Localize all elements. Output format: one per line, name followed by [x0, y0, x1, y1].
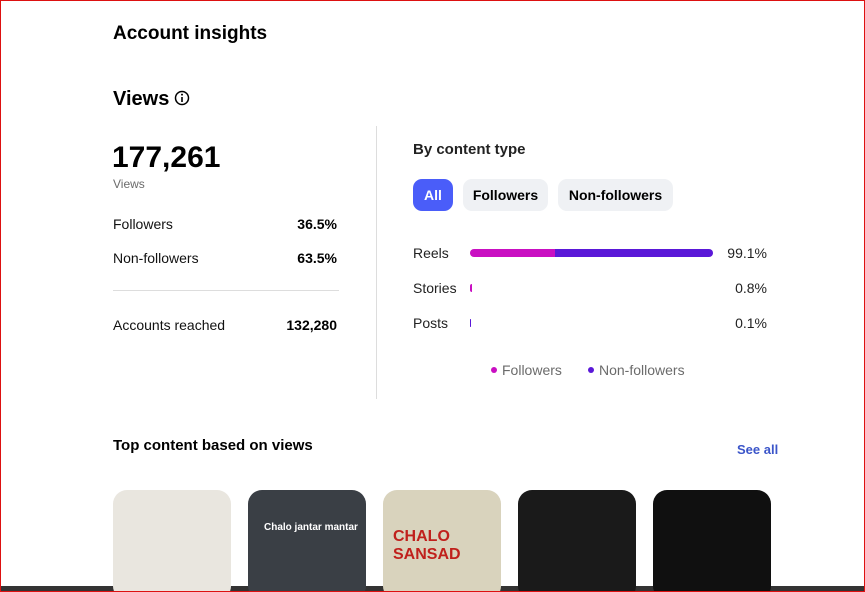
bar-segment [555, 249, 713, 257]
legend-dot [588, 367, 594, 373]
row-label: Followers [113, 216, 173, 232]
views-title: Views [113, 88, 170, 110]
row-label: Non-followers [113, 250, 199, 266]
bar-segment [470, 284, 472, 292]
column-divider [376, 126, 377, 399]
views-total-label: Views [113, 177, 145, 191]
views-total: 177,261 [112, 141, 221, 174]
thumbnail[interactable] [653, 490, 771, 591]
see-all-link[interactable]: See all [737, 442, 779, 457]
tab[interactable]: Non-followers [558, 179, 673, 211]
page-title: Account insights [113, 23, 268, 44]
thumbnail-caption: Chalo jantar mantar [264, 522, 358, 533]
legend-label: Non-followers [599, 362, 685, 378]
row-label: Accounts reached [113, 317, 226, 333]
row-value: 0.8% [735, 280, 767, 296]
thumbnail[interactable]: CHALO SANSAD [383, 490, 501, 591]
row-label: Stories [413, 280, 457, 296]
thumbnail[interactable] [518, 490, 636, 591]
row-value: 132,280 [286, 317, 337, 333]
legend-dot [491, 367, 497, 373]
legend-label: Followers [502, 362, 562, 378]
row-label: Posts [413, 315, 449, 331]
bar-segment [470, 249, 555, 257]
thumbnail[interactable]: Chalo jantar mantar [248, 490, 366, 591]
tab[interactable]: Followers [463, 179, 548, 211]
info-icon[interactable] [174, 90, 190, 106]
tab[interactable]: All [413, 179, 453, 211]
thumbnail-caption: CHALO SANSAD [393, 528, 461, 563]
row-value: 36.5% [297, 216, 337, 232]
thumbnail[interactable] [113, 490, 231, 591]
row-value: 63.5% [297, 250, 337, 266]
row-label: Reels [413, 245, 449, 261]
divider [113, 290, 339, 291]
row-value: 0.1% [735, 315, 767, 331]
section-title: Top content based on views [113, 437, 313, 454]
section-title: By content type [413, 141, 526, 158]
row-value: 99.1% [727, 245, 767, 261]
